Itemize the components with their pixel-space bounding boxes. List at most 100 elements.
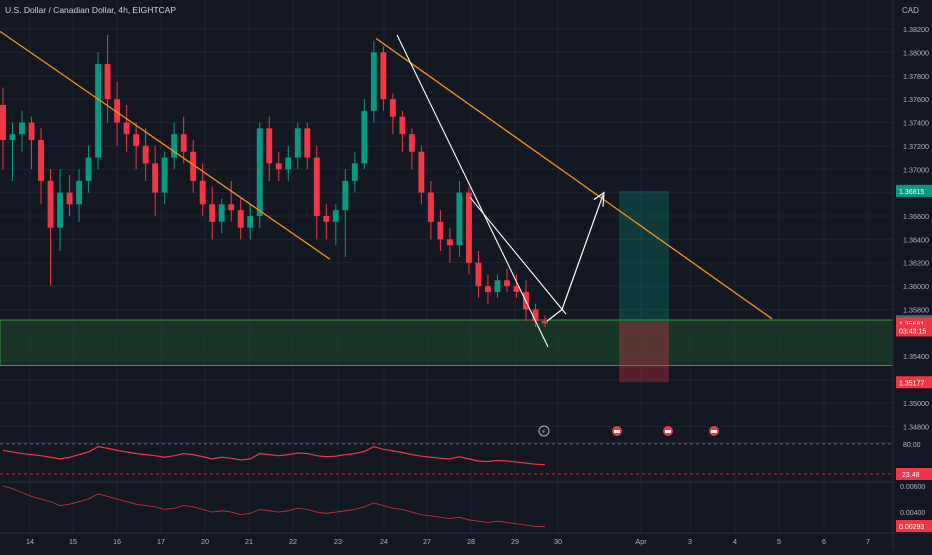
candle-body[interactable]	[9, 134, 16, 141]
candle-body[interactable]	[95, 64, 102, 158]
trendline-right[interactable]	[375, 37, 773, 320]
trendline-left[interactable]	[0, 30, 331, 260]
candle-body[interactable]	[399, 116, 406, 135]
candle-body[interactable]	[389, 99, 396, 117]
candle-body[interactable]	[380, 52, 387, 100]
candle-body[interactable]	[294, 128, 301, 158]
candle-body[interactable]	[142, 145, 149, 164]
candle-body[interactable]	[256, 128, 263, 216]
candle-body[interactable]	[190, 151, 197, 181]
candle-body[interactable]	[313, 157, 320, 216]
candle-body[interactable]	[57, 192, 64, 228]
events[interactable]: ⚡	[538, 425, 719, 437]
candle-body[interactable]	[408, 134, 415, 152]
rsi-current-bg	[896, 468, 932, 480]
candle-body[interactable]	[0, 104, 6, 141]
candle-body[interactable]	[304, 128, 311, 158]
candle-body[interactable]	[342, 180, 349, 211]
time-tick-label: 5	[777, 537, 781, 546]
price-tick-label: 1.37400	[903, 119, 929, 128]
drawings[interactable]	[0, 30, 773, 348]
flag-event-stripe	[614, 430, 620, 433]
candle-body[interactable]	[418, 151, 425, 193]
time-tick-label: 22	[289, 537, 297, 546]
candle-body[interactable]	[28, 122, 35, 141]
candle-body[interactable]	[171, 134, 178, 158]
candle-body[interactable]	[76, 180, 83, 205]
price-axis[interactable]: 1.38200 1.38000 1.37800 1.37600 1.37400 1.372…	[892, 0, 932, 550]
candle-body[interactable]	[427, 192, 434, 222]
candle-body[interactable]	[237, 210, 244, 228]
time-tick-label: 7	[866, 537, 870, 546]
rsi-line	[2, 446, 546, 466]
time-tick-label: 17	[157, 537, 165, 546]
candle-body[interactable]	[152, 163, 159, 193]
rsi-tick-label: 80.00	[903, 442, 921, 449]
time-tick-label: 24	[380, 537, 388, 546]
candle-body[interactable]	[38, 140, 44, 181]
candle-body[interactable]	[19, 122, 25, 135]
candle-body[interactable]	[323, 215, 330, 222]
price-tick-label: 1.37800	[903, 72, 929, 81]
time-tick-label: 20	[201, 537, 209, 546]
time-tick-label: 15	[69, 537, 77, 546]
candle-body[interactable]	[475, 262, 482, 287]
projection-arrowhead[interactable]	[593, 191, 605, 207]
price-tick-label: 1.35000	[903, 399, 929, 408]
candle-body[interactable]	[351, 163, 358, 181]
candle-body[interactable]	[123, 122, 130, 135]
time-tick-label: 29	[511, 537, 519, 546]
wedge-line-upper[interactable]	[469, 196, 567, 315]
candle-body[interactable]	[504, 280, 510, 287]
price-tick-label: 1.36400	[903, 235, 929, 244]
candle-body[interactable]	[513, 286, 520, 292]
projection-arrow[interactable]	[546, 194, 604, 322]
wedge-line-lower[interactable]	[396, 34, 549, 348]
candle-body[interactable]	[275, 163, 282, 170]
candle-body[interactable]	[228, 204, 235, 211]
time-axis[interactable]: 14 15 16 17 20 21 22 23 24 27 28 29 30 Apr 3 4 5 6 7	[0, 532, 932, 546]
candle-body[interactable]	[247, 215, 254, 228]
candle-body[interactable]	[446, 239, 453, 246]
indicators: 80.00 23.48 0.00600 0.00400 0.00293	[0, 442, 932, 532]
candle-body[interactable]	[456, 192, 463, 246]
price-tick-label: 1.38200	[903, 25, 929, 34]
support-zone	[0, 319, 894, 366]
candle-body[interactable]	[47, 180, 54, 228]
candle-body[interactable]	[218, 204, 225, 222]
candle-body[interactable]	[437, 221, 444, 240]
candle-body[interactable]	[104, 64, 111, 100]
candle-body[interactable]	[370, 52, 377, 111]
candle-body[interactable]	[199, 180, 206, 205]
candle-body[interactable]	[494, 280, 501, 292]
candle-body[interactable]	[484, 286, 491, 292]
candle-body[interactable]	[161, 157, 168, 193]
symbol-title: U.S. Dollar / Canadian Dollar, 4h, EIGHT…	[5, 5, 176, 15]
time-tick-label: 21	[245, 537, 253, 546]
oscillator-line	[2, 485, 545, 527]
candle-body[interactable]	[266, 128, 273, 164]
candle-body[interactable]	[85, 157, 92, 181]
price-tick-label: 1.37200	[903, 142, 929, 151]
candle-body[interactable]	[133, 134, 140, 146]
candle-body[interactable]	[361, 110, 368, 164]
lightning-glyph: ⚡	[541, 428, 546, 436]
candle-body[interactable]	[285, 157, 292, 170]
candle-body[interactable]	[114, 99, 121, 123]
candle-body[interactable]	[332, 210, 339, 222]
price-tick-label: 1.36600	[903, 212, 929, 221]
candle-body[interactable]	[465, 192, 472, 263]
time-tick-label: 4	[733, 537, 737, 546]
oscillator-tick-label: 0.00400	[900, 510, 925, 517]
candle-body[interactable]	[532, 309, 539, 322]
lightning-event-icon[interactable]	[538, 425, 550, 437]
candle-body[interactable]	[209, 204, 216, 222]
candle-body[interactable]	[180, 134, 187, 152]
flag-event-stripe	[711, 430, 717, 433]
candles[interactable]	[0, 34, 548, 327]
candle-body[interactable]	[542, 321, 548, 324]
candle-body[interactable]	[66, 192, 73, 205]
